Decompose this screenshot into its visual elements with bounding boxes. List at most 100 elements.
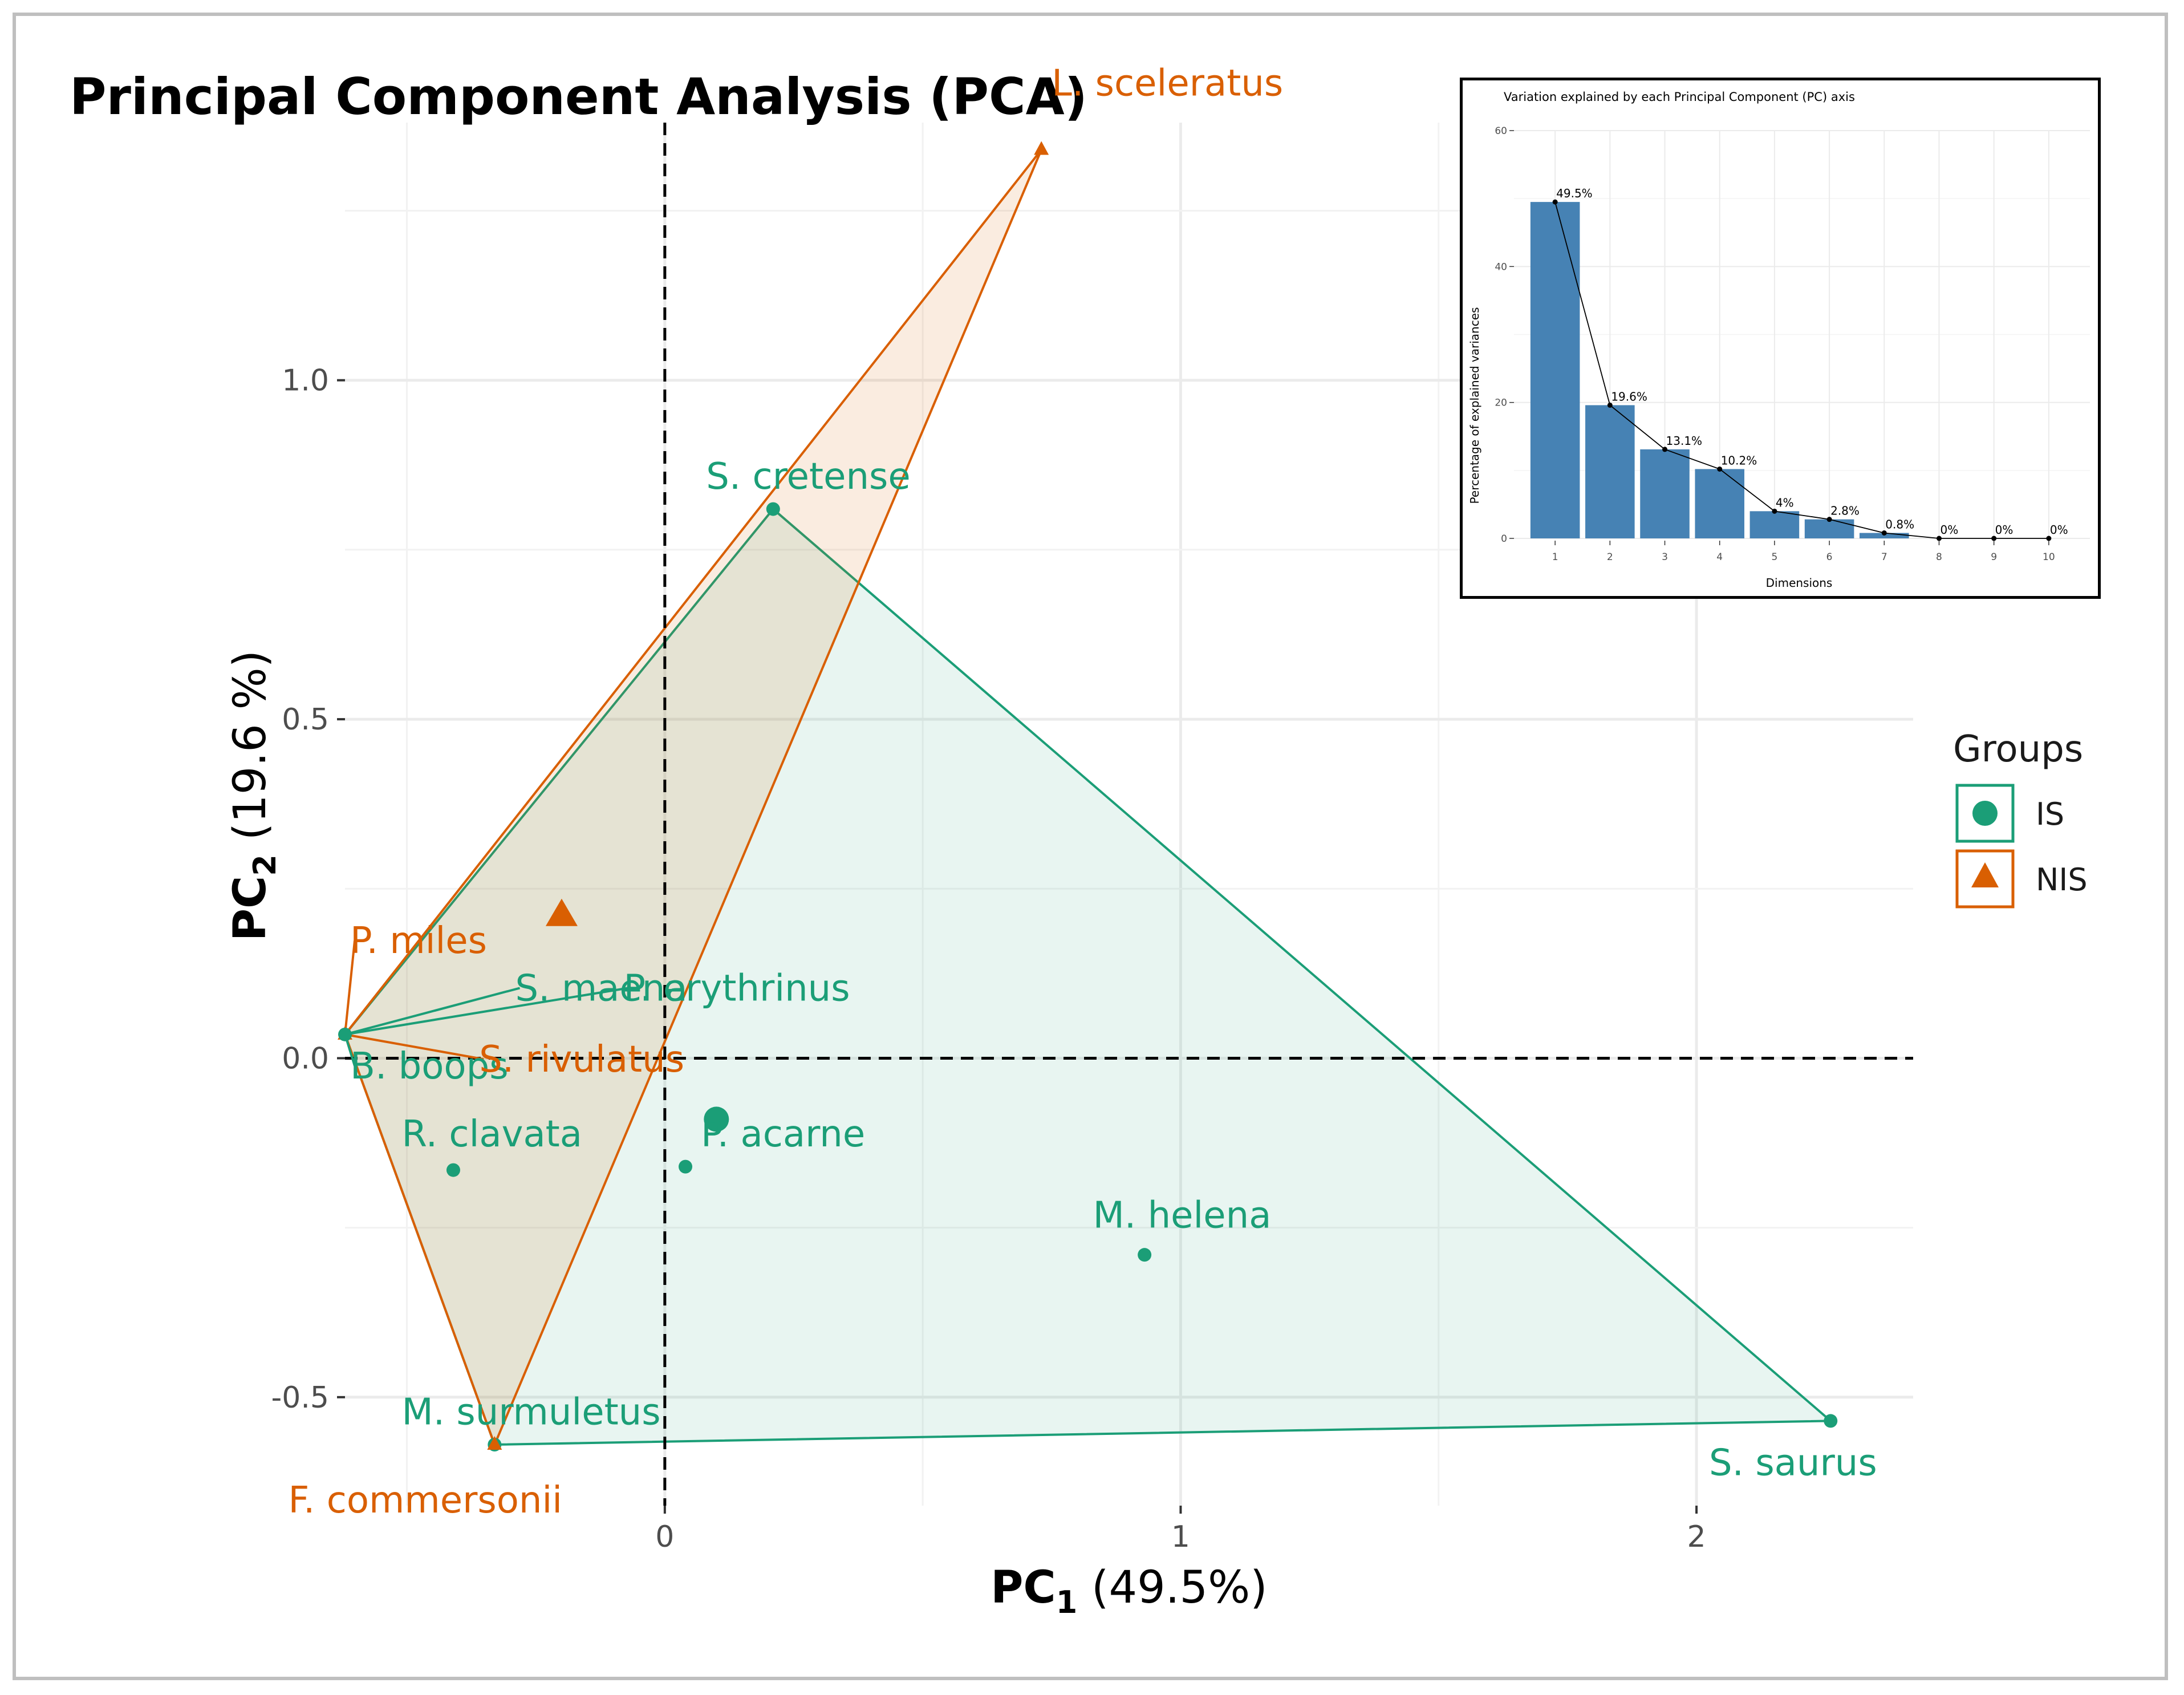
scree-bar-1 — [1530, 202, 1580, 538]
scree-data-label: 49.5% — [1556, 186, 1593, 200]
scree-x-tick-label: 9 — [1991, 552, 1997, 563]
scree-y-tick-label: 0 — [1501, 533, 1507, 545]
y-axis-title: PC2 (19.6 %) — [225, 650, 283, 941]
point-s-saurus — [1824, 1414, 1838, 1428]
scree-grid-lines — [1514, 130, 2090, 539]
hull-nis — [344, 148, 1043, 1446]
scree-data-labels: 49.5% 19.6% 13.1% 10.2% 4% 2.8% 0.8% 0% 0% 0% — [1556, 186, 2068, 537]
figure-frame — [13, 13, 2168, 1680]
scree-line-point — [1662, 447, 1668, 452]
y-tick-label: 1.0 — [282, 364, 329, 398]
scree-x-tick-label: 10 — [2043, 552, 2055, 563]
label-s-rivulatus: S. rivulatus — [479, 1039, 684, 1081]
label-m-surmuletus: M. surmuletus — [402, 1391, 661, 1433]
scree-x-tick-label: 4 — [1716, 552, 1723, 563]
legend-is-circle-icon — [1972, 801, 1998, 826]
label-f-commersonii: F. commersonii — [288, 1479, 562, 1522]
leader-p-miles — [344, 940, 356, 1035]
y-axis-title-sub: 2 — [247, 854, 283, 876]
label-l-sceleratus: L. sceleratus — [1052, 62, 1283, 104]
point-f-commersonii — [487, 1436, 502, 1450]
x-axis-title-main: PC — [990, 1562, 1056, 1613]
scree-data-label: 10.2% — [1721, 453, 1757, 467]
scree-data-label: 4% — [1776, 496, 1794, 509]
point-s-maena — [338, 1027, 352, 1041]
leader-s-maena — [344, 987, 521, 1036]
legend-label-nis: NIS — [2036, 862, 2088, 898]
y-tick-label: 0.5 — [282, 703, 329, 737]
scree-bar-2 — [1585, 405, 1635, 538]
scree-line-point — [1607, 402, 1613, 408]
scree-data-label: 0% — [1995, 523, 2013, 537]
scree-y-tick-label: 20 — [1495, 398, 1507, 409]
scree-x-tick-label: 6 — [1826, 552, 1833, 563]
legend-key-is — [1955, 784, 2015, 843]
axis-ticks: 0 1 2 -0.5 0.0 0.5 1.0 — [271, 364, 1706, 1554]
y-axis-title-main: PC — [225, 876, 276, 941]
label-p-erythrinus: P. erythrinus — [623, 967, 850, 1009]
scree-data-label: 0% — [1940, 523, 1958, 537]
scree-line-path — [1554, 201, 2049, 539]
leader-s-rivulatus — [344, 1033, 484, 1061]
point-s-cretense — [766, 502, 780, 516]
scree-bar-5 — [1749, 511, 1800, 538]
scree-bar-6 — [1804, 519, 1854, 538]
scree-data-label: 0% — [2050, 523, 2068, 537]
scree-y-axis-title: Percentage of explained variances — [1468, 307, 1481, 504]
scree-bar-3 — [1640, 449, 1690, 538]
scree-plot-inset: Variation explained by each Principal Co… — [1460, 78, 2101, 599]
scree-data-label: 13.1% — [1666, 434, 1703, 448]
scree-x-axis-title: Dimensions — [1766, 576, 1833, 590]
data-points — [338, 141, 1838, 1452]
label-s-maena: S. maena — [515, 967, 688, 1009]
scree-line-point — [1881, 530, 1887, 536]
point-l-sceleratus — [1034, 141, 1049, 155]
y-tick-label: 0.0 — [282, 1041, 329, 1076]
point-labels: L. sceleratus S. cretense P. miles S. maena… — [288, 62, 1877, 1521]
scree-data-label: 2.8% — [1830, 504, 1860, 518]
y-axis-title-rest: (19.6 %) — [225, 650, 276, 854]
scree-data-label: 19.6% — [1611, 390, 1647, 403]
x-axis-title: PC1 (49.5%) — [990, 1562, 1267, 1620]
scree-x-tick-label: 3 — [1662, 552, 1668, 563]
centroid-nis — [545, 898, 578, 926]
scree-line-point — [1936, 536, 1942, 541]
x-axis-title-sub: 1 — [1056, 1584, 1078, 1620]
x-tick-label: 0 — [655, 1520, 674, 1554]
scree-axis-ticks: 1 2 3 4 5 6 7 8 9 10 0 20 40 60 — [1495, 125, 2055, 563]
y-tick-label: -0.5 — [271, 1381, 329, 1415]
scree-x-tick-label: 1 — [1552, 552, 1558, 563]
legend-nis-triangle-icon — [1971, 862, 1999, 887]
scree-line-point — [1552, 199, 1558, 205]
scree-line-point — [1826, 517, 1832, 522]
scree-bar-4 — [1695, 469, 1744, 538]
centroid-is — [704, 1106, 729, 1132]
label-m-helena: M. helena — [1093, 1195, 1272, 1237]
label-s-saurus: S. saurus — [1709, 1442, 1877, 1485]
scree-bars — [1530, 202, 1909, 538]
x-axis-title-rest: (49.5%) — [1077, 1562, 1267, 1613]
reference-lines — [345, 123, 1913, 1506]
scree-data-label: 0.8% — [1885, 517, 1914, 531]
scree-plot: Variation explained by each Principal Co… — [1468, 90, 2090, 590]
label-p-miles: P. miles — [350, 920, 487, 962]
label-b-boops: B. boops — [350, 1045, 509, 1088]
label-p-acarne: P. acarne — [701, 1113, 865, 1155]
point-p-acarne — [679, 1159, 693, 1174]
scree-x-tick-label: 7 — [1881, 552, 1887, 563]
legend-key-nis — [1955, 849, 2015, 909]
legend-label-is: IS — [2036, 796, 2064, 832]
scree-line-point — [1772, 508, 1777, 514]
chart-title: Principal Component Analysis (PCA) — [70, 67, 1087, 126]
point-r-clavata — [446, 1163, 460, 1177]
legend-title: Groups — [1953, 728, 2083, 771]
scree-line-point — [1991, 536, 1997, 541]
scree-line-point — [2046, 536, 2052, 541]
scree-y-tick-label: 40 — [1495, 261, 1507, 273]
x-tick-label: 2 — [1687, 1520, 1706, 1554]
x-tick-label: 1 — [1171, 1520, 1190, 1554]
scree-plot-title: Variation explained by each Principal Co… — [1504, 90, 1855, 104]
legend: Groups IS NIS — [1953, 728, 2088, 909]
scree-x-tick-label: 2 — [1607, 552, 1613, 563]
